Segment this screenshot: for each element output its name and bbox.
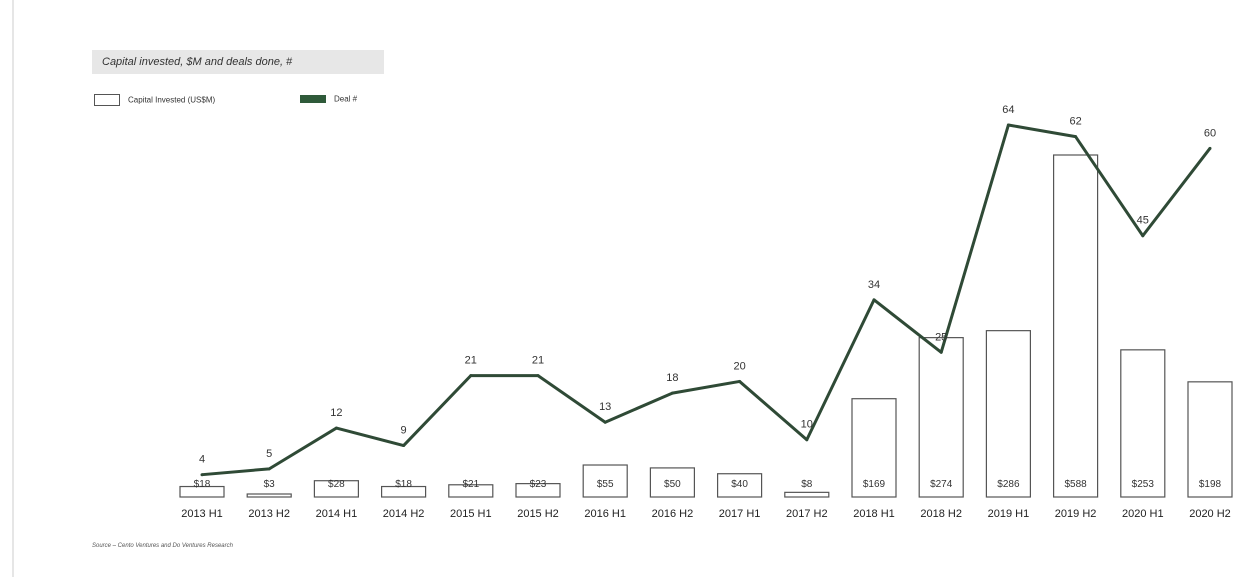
- deals-point: [1074, 135, 1078, 139]
- bar-2015-h1: [448, 484, 494, 498]
- legend-label-deals: Deal #: [334, 94, 358, 104]
- deals-point: [603, 420, 607, 424]
- bar-2018-h1: [851, 398, 897, 498]
- bar-2014-h2: [381, 485, 427, 498]
- bar-value-label: $3: [264, 479, 276, 490]
- bar-2020-h1: [1120, 349, 1166, 498]
- deals-value-label: 12: [330, 407, 342, 419]
- x-tick-label: 2020 H1: [1122, 508, 1164, 520]
- deals-value-label: 21: [465, 355, 477, 367]
- deals-point: [536, 374, 540, 378]
- deals-point: [402, 444, 406, 448]
- bar-value-label: $50: [664, 479, 681, 490]
- bar-value-label: $55: [597, 479, 614, 490]
- bar-2014-h1: [313, 480, 359, 498]
- bar-value-label: $18: [395, 479, 412, 490]
- bar-value-label: $40: [731, 479, 748, 490]
- left-border-rule: [12, 0, 14, 577]
- legend-label-capital: Capital Invested (US$M): [128, 95, 216, 105]
- deals-point: [267, 467, 271, 471]
- deals-value-label: 4: [199, 454, 205, 466]
- bar-value-label: $23: [530, 479, 547, 490]
- deals-value-label: 64: [1002, 104, 1014, 116]
- bar-2019-h1: [985, 330, 1032, 498]
- bar-2013-h2: [246, 493, 292, 498]
- bar-2013-h1: [179, 485, 225, 498]
- bar-2017-h2: [784, 491, 830, 498]
- bar-2015-h2: [515, 483, 561, 498]
- x-tick-label: 2014 H1: [316, 508, 358, 520]
- bar-value-label: $169: [863, 479, 886, 490]
- deals-value-label: 13: [599, 401, 611, 413]
- bar-value-label: $8: [801, 479, 813, 490]
- deals-point: [670, 391, 674, 395]
- deals-point: [1208, 146, 1212, 150]
- legend-swatch-deals: [300, 94, 326, 103]
- deals-point: [1141, 234, 1145, 238]
- x-tick-label: 2019 H2: [1055, 508, 1097, 520]
- legend-swatch-capital: [94, 94, 120, 106]
- deals-point: [1006, 123, 1010, 127]
- bar-2020-h2: [1187, 381, 1233, 498]
- x-tick-label: 2017 H2: [786, 508, 828, 520]
- bar-2019-h2: [1052, 154, 1099, 498]
- deals-point: [939, 350, 943, 354]
- bar-value-label: $198: [1199, 479, 1222, 490]
- deals-point: [872, 298, 876, 302]
- x-tick-label: 2020 H2: [1189, 508, 1231, 520]
- bar-value-label: $274: [930, 479, 953, 490]
- bar-value-label: $286: [997, 479, 1020, 490]
- x-tick-label: 2016 H2: [652, 508, 694, 520]
- x-tick-label: 2016 H1: [584, 508, 626, 520]
- deals-point: [805, 438, 809, 442]
- deals-value-label: 45: [1137, 215, 1149, 227]
- x-tick-label: 2013 H1: [181, 508, 223, 520]
- deals-value-label: 9: [401, 425, 407, 437]
- bar-2017-h1: [716, 473, 763, 498]
- bar-value-label: $28: [328, 479, 345, 490]
- bar-2018-h2: [918, 337, 964, 498]
- bar-value-label: $18: [194, 479, 211, 490]
- x-tick-label: 2018 H1: [853, 508, 895, 520]
- deals-value-label: 25: [935, 331, 947, 343]
- x-tick-label: 2018 H2: [920, 508, 962, 520]
- source-note: Source – Cento Ventures and Do Ventures …: [92, 543, 233, 549]
- x-tick-label: 2015 H2: [517, 508, 559, 520]
- deals-value-label: 60: [1204, 127, 1216, 139]
- x-tick-label: 2017 H1: [719, 508, 761, 520]
- legend-item-capital: Capital Invested (US$M): [94, 94, 215, 106]
- deals-value-label: 62: [1069, 116, 1081, 128]
- deals-point: [738, 379, 742, 383]
- x-tick-label: 2013 H2: [248, 508, 290, 520]
- x-tick-label: 2014 H2: [383, 508, 425, 520]
- deals-point: [200, 473, 204, 477]
- bar-2016-h1: [582, 464, 628, 498]
- deals-value-label: 34: [868, 279, 880, 291]
- legend-item-deals: Deal #: [300, 94, 357, 103]
- chart-title: Capital invested, $M and deals done, #: [92, 50, 384, 74]
- deals-point: [469, 374, 473, 378]
- deals-value-label: 10: [801, 419, 813, 431]
- deals-value-label: 20: [733, 360, 745, 372]
- bar-value-label: $21: [462, 479, 479, 490]
- deals-value-label: 21: [532, 355, 544, 367]
- deals-point: [334, 426, 338, 430]
- deals-value-label: 5: [266, 448, 272, 460]
- bar-value-label: $253: [1132, 479, 1155, 490]
- bar-value-label: $588: [1064, 479, 1087, 490]
- bar-2016-h2: [649, 467, 696, 498]
- x-tick-label: 2015 H1: [450, 508, 492, 520]
- deals-line: [201, 123, 1212, 477]
- x-tick-label: 2019 H1: [988, 508, 1030, 520]
- deals-value-label: 18: [666, 372, 678, 384]
